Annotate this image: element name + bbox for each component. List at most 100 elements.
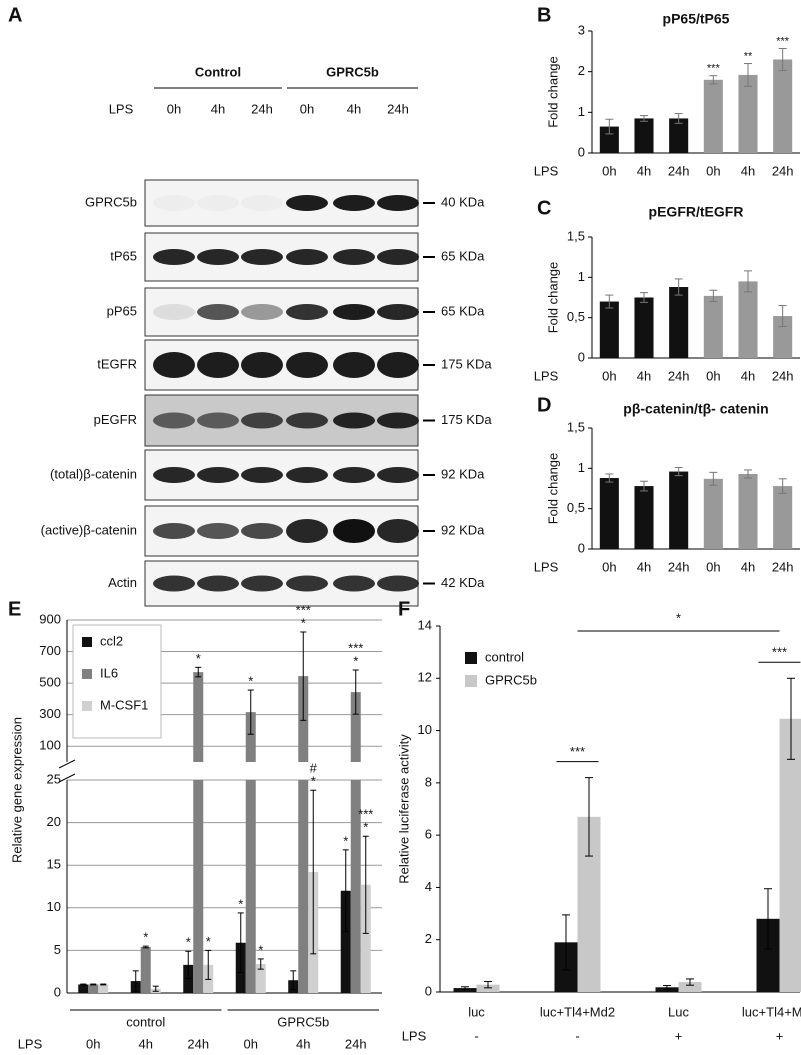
blot-band: [333, 304, 375, 320]
blot-band: [377, 195, 419, 211]
bar: [634, 118, 654, 153]
significance: *: [363, 820, 368, 835]
blot-band: [153, 352, 195, 378]
legend-label: ccl2: [100, 633, 123, 648]
x-tick-label: Luc: [668, 1004, 689, 1019]
lane-label: 24h: [387, 101, 409, 116]
x-tick-label: 0h: [244, 1036, 258, 1051]
blot-band: [197, 575, 239, 592]
legend-swatch: [82, 701, 92, 711]
blot-band: [241, 249, 283, 265]
bar: [599, 126, 619, 153]
y-tick-label: 0,5: [567, 500, 585, 515]
significance: *: [248, 673, 253, 688]
x-tick-label: 24h: [772, 368, 794, 383]
blot-band: [241, 352, 283, 378]
blot-band: [377, 519, 419, 543]
x-tick-label: 4h: [139, 1036, 153, 1051]
y-tick-label: 0,5: [567, 309, 585, 324]
significance: *: [238, 896, 243, 911]
bar: [634, 486, 654, 549]
x-tick-label: luc: [468, 1004, 485, 1019]
blot-band: [286, 249, 328, 265]
y-tick-label: 6: [425, 827, 432, 842]
row-label: pEGFR: [94, 412, 137, 427]
blot-band: [286, 304, 328, 320]
blot-band: [333, 195, 375, 211]
x-tick-label: 0h: [602, 559, 616, 574]
bar: [773, 59, 793, 153]
blot-band: [153, 195, 195, 211]
bar: [669, 471, 689, 549]
legend-label: M-CSF1: [100, 697, 148, 712]
legend-label: control: [485, 649, 524, 664]
bar: [738, 281, 758, 358]
size-label: 175 KDa: [441, 412, 492, 427]
y-tick-label: 20: [47, 814, 61, 829]
row-label: pP65: [107, 303, 137, 318]
y-tick-label: 15: [47, 857, 61, 872]
bar: [577, 816, 601, 992]
bar: [634, 297, 654, 358]
blot-band: [153, 249, 195, 265]
significance: *: [196, 651, 201, 666]
group-label: GPRC5b: [277, 1014, 329, 1029]
panel-label: D: [537, 394, 551, 416]
x-axis-label: LPS: [18, 1036, 43, 1051]
significance: *: [343, 833, 348, 848]
bar: [476, 984, 500, 992]
y-axis-label: Fold change: [545, 262, 560, 334]
bar: [773, 486, 793, 549]
blot-band: [377, 575, 419, 592]
y-tick-label: 3: [578, 22, 585, 37]
significance: *: [186, 935, 191, 950]
bar: [678, 982, 702, 992]
significance: *: [301, 615, 306, 630]
blot-band: [241, 304, 283, 320]
condition-label: +: [776, 1028, 784, 1043]
significance: *: [353, 653, 358, 668]
condition-label: -: [575, 1028, 579, 1043]
chart-title: pEGFR/tEGFR: [649, 204, 744, 220]
x-tick-label: 0h: [706, 368, 720, 383]
row-label: (active)β-catenin: [41, 522, 137, 537]
y-tick-label: 300: [39, 706, 61, 721]
size-label: 65 KDa: [441, 303, 485, 318]
y-axis-label: Relative gene expression: [9, 717, 24, 863]
blot-band: [153, 412, 195, 429]
blot-band: [333, 519, 375, 543]
bar: [703, 478, 723, 549]
bar: [738, 473, 758, 549]
bar: [703, 79, 723, 153]
panel-label: B: [537, 4, 551, 26]
bar: [669, 287, 689, 358]
bar: [350, 692, 361, 993]
y-tick-label: 1,5: [567, 228, 585, 243]
bar: [98, 984, 109, 993]
x-tick-label: 24h: [187, 1036, 209, 1051]
bar: [255, 964, 266, 993]
bar: [88, 984, 99, 993]
y-axis-label: Fold change: [545, 453, 560, 525]
x-tick-label: luc+Tl4+Md2: [742, 1004, 801, 1019]
blot-band: [197, 249, 239, 265]
blot-band: [241, 195, 283, 211]
chart-title: pP65/tP65: [663, 11, 730, 27]
x-tick-label: luc+Tl4+Md2: [540, 1004, 615, 1019]
size-label: 92 KDa: [441, 466, 485, 481]
bar: [756, 918, 780, 992]
blot-band: [286, 352, 328, 378]
significance: *: [206, 934, 211, 949]
significance: **: [744, 50, 753, 62]
x-axis-label: LPS: [534, 368, 559, 383]
significance: ***: [348, 640, 363, 655]
y-tick-label: 1,5: [567, 419, 585, 434]
bar: [773, 316, 793, 358]
legend-swatch: [465, 675, 477, 687]
blot-band: [333, 249, 375, 265]
significance: ***: [358, 807, 373, 822]
y-tick-label: 1: [578, 460, 585, 475]
x-tick-label: 24h: [668, 163, 690, 178]
blot-band: [377, 249, 419, 265]
lps-label: LPS: [109, 101, 134, 116]
